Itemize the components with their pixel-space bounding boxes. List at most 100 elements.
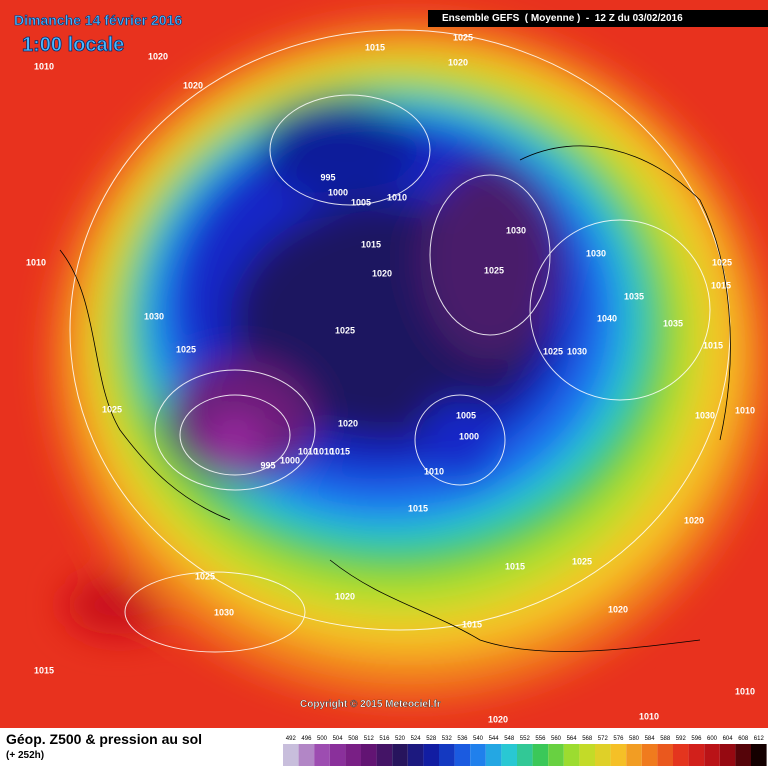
legend-label: 592 <box>676 736 687 742</box>
isobar-label: 1015 <box>365 42 385 52</box>
isobar-label: 1015 <box>711 280 731 290</box>
legend-label: 576 <box>613 736 624 742</box>
isobar-label: 1040 <box>597 313 617 323</box>
isobar-label: 1025 <box>453 32 473 42</box>
legend-label: 536 <box>457 736 468 742</box>
isobar-label: 1025 <box>102 404 122 414</box>
isobar-label: 1010 <box>34 61 54 71</box>
local-time: 1:00 locale <box>22 34 125 57</box>
legend-label: 500 <box>317 736 328 742</box>
isobar-label: 1020 <box>372 268 392 278</box>
legend-label: 516 <box>379 736 390 742</box>
legend-label: 508 <box>348 736 359 742</box>
footer-title: Géop. Z500 & pression au sol <box>6 731 203 747</box>
isobar-label: 1010 <box>735 686 755 696</box>
isobar-label: 1030 <box>506 225 526 235</box>
legend-swatch <box>345 744 361 766</box>
legend-swatch <box>641 744 658 766</box>
isobar-label: 1035 <box>624 291 644 301</box>
legend-label: 552 <box>520 736 531 742</box>
legend-swatch <box>532 744 549 766</box>
legend-swatch <box>376 744 393 766</box>
isobar-label: 1020 <box>335 591 355 601</box>
legend-swatch <box>470 744 486 766</box>
legend-swatch <box>501 744 517 766</box>
isobar-label: 1020 <box>148 51 168 61</box>
isobar-label: 1030 <box>214 607 234 617</box>
legend-swatch <box>735 744 751 766</box>
date-title: Dimanche 14 février 2016 <box>14 12 183 29</box>
legend-label: 596 <box>691 736 702 742</box>
isobar-label: 1015 <box>462 619 482 629</box>
legend-swatch <box>657 744 673 766</box>
legend-label: 612 <box>754 736 765 742</box>
run-info: Ensemble GEFS ( Moyenne ) - 12 Z du 03/0… <box>428 10 768 27</box>
legend-swatch <box>673 744 689 766</box>
isobar-label: 1030 <box>586 248 606 258</box>
legend-label: 604 <box>723 736 734 742</box>
isobar-label: 1025 <box>335 325 355 335</box>
isobar-label: 1010 <box>639 711 659 721</box>
isobar-label: 1025 <box>195 571 215 581</box>
copyright: Copyright © 2015 Meteociel.fr <box>300 699 441 710</box>
legend-label: 568 <box>582 736 593 742</box>
legend-label: 532 <box>442 736 453 742</box>
legend-swatch <box>610 744 627 766</box>
legend-label: 524 <box>411 736 422 742</box>
legend-swatch <box>579 744 595 766</box>
legend-label: 608 <box>738 736 749 742</box>
coastlines <box>59 145 731 652</box>
legend-swatch <box>439 744 455 766</box>
legend-swatch <box>329 744 346 766</box>
isobar-label: 995 <box>320 172 335 182</box>
legend-swatch <box>283 744 299 766</box>
isobar-label: 1005 <box>351 197 371 207</box>
legend-swatch <box>626 744 642 766</box>
legend-swatch <box>407 744 424 766</box>
isobar-label: 1000 <box>328 187 348 197</box>
legend-label: 496 <box>301 736 312 742</box>
height-field <box>50 20 768 700</box>
legend-label: 556 <box>535 736 546 742</box>
footer-lead: (+ 252h) <box>6 750 45 761</box>
isobar-label: 1030 <box>567 346 587 356</box>
isobar-label: 1035 <box>663 318 683 328</box>
legend-label: 540 <box>473 736 484 742</box>
legend-label: 584 <box>645 736 656 742</box>
isobar-label: 1025 <box>543 346 563 356</box>
legend-swatch <box>517 744 533 766</box>
legend-swatch <box>563 744 580 766</box>
isobar-label: 1000 <box>280 455 300 465</box>
legend-label: 492 <box>286 736 297 742</box>
legend-swatch <box>719 744 736 766</box>
legend-label: 580 <box>629 736 640 742</box>
isobar-label: 1010 <box>735 405 755 415</box>
legend-label: 564 <box>567 736 578 742</box>
legend-swatch <box>423 744 439 766</box>
legend-label: 544 <box>489 736 500 742</box>
legend-label: 600 <box>707 736 718 742</box>
legend-swatch <box>361 744 377 766</box>
isobar-label: 1015 <box>505 561 525 571</box>
isobar-label: 1020 <box>338 418 358 428</box>
isobar-label: 1010 <box>387 192 407 202</box>
isobar-label: 1030 <box>144 311 164 321</box>
legend-swatch <box>751 744 767 766</box>
legend-label: 520 <box>395 736 406 742</box>
isobar-label: 1010 <box>26 257 46 267</box>
isobar-label: 1025 <box>712 257 732 267</box>
legend-label: 560 <box>551 736 562 742</box>
isobar-label: 1005 <box>456 410 476 420</box>
isobar-label: 1030 <box>695 410 715 420</box>
isobar-label: 1015 <box>34 665 54 675</box>
legend-swatch <box>485 744 502 766</box>
isobar-label: 1020 <box>183 80 203 90</box>
legend-swatch <box>454 744 471 766</box>
legend-label: 512 <box>364 736 375 742</box>
isobar-label: 1020 <box>608 604 628 614</box>
legend-label: 528 <box>426 736 437 742</box>
legend-swatch <box>595 744 611 766</box>
isobar-label: 1010 <box>314 446 334 456</box>
